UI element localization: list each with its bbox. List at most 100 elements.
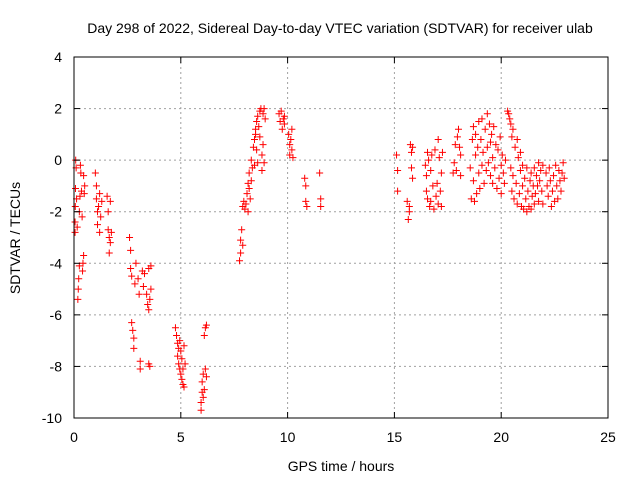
y-tick-label: 4 <box>54 49 62 65</box>
data-point <box>143 290 151 298</box>
data-point <box>134 275 142 283</box>
data-point <box>466 164 474 172</box>
data-point <box>393 151 401 159</box>
data-point <box>80 190 88 198</box>
data-point <box>147 285 155 293</box>
data-point <box>516 148 524 156</box>
data-point <box>489 154 497 162</box>
data-point <box>106 239 114 247</box>
data-point <box>424 148 432 156</box>
data-point <box>434 136 442 144</box>
data-point <box>479 148 487 156</box>
data-point <box>237 249 245 257</box>
data-point <box>534 182 542 190</box>
data-point <box>301 174 309 182</box>
data-point <box>484 159 492 167</box>
data-point <box>425 156 433 164</box>
x-tick-label: 25 <box>600 429 616 445</box>
data-point <box>556 177 564 185</box>
data-point <box>243 190 251 198</box>
data-point <box>79 267 87 275</box>
x-axis-label: GPS time / hours <box>288 458 395 474</box>
data-point <box>80 172 88 180</box>
data-point <box>280 120 288 128</box>
x-tick-label: 10 <box>280 429 296 445</box>
data-point <box>491 164 499 172</box>
data-point <box>130 334 138 342</box>
data-point <box>538 187 546 195</box>
data-point <box>409 174 417 182</box>
y-tick-label: 0 <box>54 152 62 168</box>
data-point <box>426 203 434 211</box>
data-point <box>261 115 269 123</box>
data-point <box>505 110 513 118</box>
data-point <box>523 208 531 216</box>
data-point <box>130 344 138 352</box>
data-point <box>537 166 545 174</box>
data-point <box>106 197 114 205</box>
data-point <box>74 295 82 303</box>
data-point <box>550 172 558 180</box>
data-point <box>481 125 489 133</box>
data-point <box>421 161 429 169</box>
data-point <box>489 179 497 187</box>
data-point <box>472 151 480 159</box>
data-point <box>554 195 562 203</box>
data-point <box>259 110 267 118</box>
data-point <box>477 136 485 144</box>
data-point <box>468 136 476 144</box>
data-point <box>526 177 534 185</box>
data-point <box>79 259 87 267</box>
data-point <box>506 115 514 123</box>
data-point <box>178 375 186 383</box>
data-point <box>317 203 325 211</box>
data-point <box>278 125 286 133</box>
data-point <box>539 161 547 169</box>
data-point <box>202 373 210 381</box>
data-point <box>501 156 509 164</box>
y-tick-label: -10 <box>42 410 62 426</box>
data-point <box>435 154 443 162</box>
data-point <box>437 169 445 177</box>
data-point <box>105 234 113 241</box>
data-point <box>519 161 527 169</box>
data-point <box>147 262 155 270</box>
data-point <box>512 179 520 187</box>
data-point <box>457 151 465 159</box>
data-point <box>140 270 148 278</box>
data-point <box>239 241 247 249</box>
y-tick-label: -4 <box>50 255 63 271</box>
data-point <box>181 360 189 368</box>
data-point <box>492 141 500 149</box>
data-point <box>514 154 522 162</box>
data-point <box>427 166 435 174</box>
data-point <box>128 319 136 327</box>
data-point <box>256 133 264 141</box>
data-point <box>303 203 311 211</box>
data-point <box>139 282 147 290</box>
data-point <box>199 393 207 401</box>
plot-frame <box>73 56 609 419</box>
data-point <box>177 370 185 378</box>
data-point <box>535 159 543 167</box>
data-point <box>495 174 503 182</box>
data-point <box>430 205 438 213</box>
data-point <box>476 185 484 193</box>
data-point <box>288 146 296 154</box>
data-point <box>511 143 519 151</box>
data-point <box>469 177 477 185</box>
data-point <box>454 125 462 133</box>
data-point <box>429 182 437 190</box>
data-point <box>92 195 100 203</box>
data-point <box>497 161 505 169</box>
data-point <box>450 159 458 167</box>
data-point <box>96 228 104 236</box>
grid-layer <box>74 57 608 418</box>
data-point <box>200 331 208 339</box>
data-point <box>530 200 538 208</box>
data-point <box>175 360 183 368</box>
x-tick-label: 5 <box>177 429 185 445</box>
data-point <box>524 187 532 195</box>
data-point <box>536 177 544 185</box>
data-point <box>472 130 480 138</box>
